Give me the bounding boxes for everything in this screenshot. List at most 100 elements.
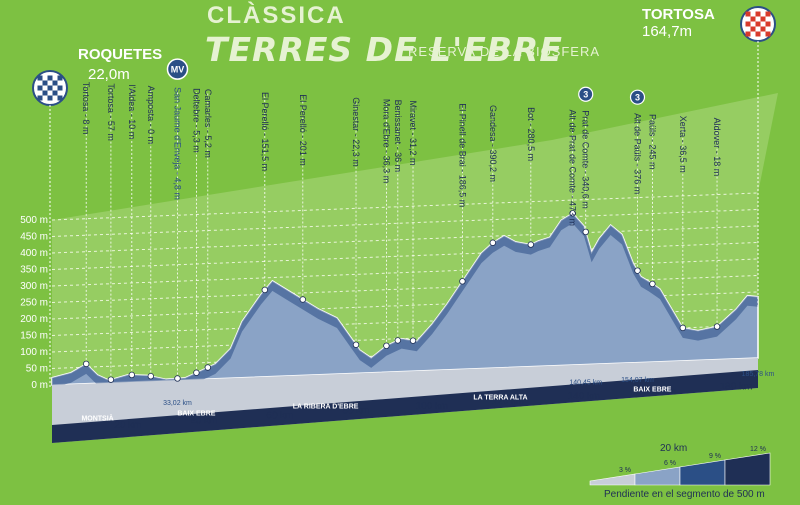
y-tick-label: 250 m (20, 298, 48, 309)
base-shadow (52, 370, 758, 443)
checker-cell (37, 75, 43, 81)
waypoint-dot (107, 376, 115, 383)
region-label: LA TERRA ALTA (473, 394, 527, 401)
waypoint-label: Miravet - 31,2 m (408, 100, 418, 165)
grid-line (51, 357, 759, 386)
waypoint-dot (489, 239, 497, 246)
event-subtitle: TERRES DE L'EBRE (205, 30, 563, 69)
waypoint-dot (83, 360, 90, 368)
km-marker-label: 154,07 km (621, 377, 654, 384)
checker-cell (760, 16, 766, 22)
waypoint-dot (634, 267, 641, 274)
waypoint-dot (569, 210, 576, 217)
legend-grade-swatch (724, 452, 771, 486)
waypoint-dot (409, 337, 417, 344)
checker-cell (765, 31, 771, 37)
finish-town: TORTOSA (642, 6, 715, 23)
legend-distance: 20 km (660, 443, 688, 454)
y-tick-label: 450 m (20, 232, 48, 243)
mv-icon (166, 58, 189, 80)
climb-category-icon (578, 86, 594, 102)
checker-cell (760, 26, 766, 32)
waypoint-label: Paüls - 245 m (647, 114, 657, 170)
waypoint-label: El Pinell de Brai - 186,5 m (457, 103, 467, 207)
checker-cell (57, 75, 63, 81)
grid-line (51, 291, 759, 320)
checker-cell (57, 95, 63, 101)
checker-cell (57, 85, 63, 91)
waypoint-dot (459, 278, 466, 285)
waypoint-label: Amposta - 0 m (146, 86, 156, 145)
waypoint-label: Camarles - 5,2 m (203, 89, 213, 158)
climb-category-icon (629, 89, 646, 105)
waypoint-label: Mora d'Ebre - 36,3 m (381, 99, 391, 183)
start-altitude: 22,0m (88, 66, 130, 83)
region-label: MONTSIÀ (81, 414, 113, 423)
waypoint-label: Benissanet - 36 m (393, 100, 403, 173)
legend-title: Pendiente en el segmento de 500 m (604, 489, 765, 500)
region-label: BAIX EBRE (633, 387, 671, 394)
region-label: LA RIBERA D'EBRE (293, 404, 359, 411)
y-tick-label: 400 m (20, 248, 48, 259)
start-town: ROQUETES (78, 46, 163, 63)
waypoint-label: Gandesa - 390,2 m (488, 105, 498, 182)
y-tick-label: 200 m (20, 314, 48, 325)
waypoint-label: San Jaume d'Enveja - 4,8 m (172, 87, 182, 200)
grid-panel (52, 93, 778, 385)
legend-grade-label: 12 % (750, 446, 766, 453)
waypoint-dot (582, 228, 589, 236)
waypoint-dot (204, 364, 212, 371)
y-tick-label: 0 m (31, 380, 48, 391)
x-tick-label: 140 km (568, 391, 601, 402)
legend-grade-label: 3 % (619, 467, 631, 474)
waypoint-label: Alt de Prat de Comte - 473 m (568, 109, 578, 226)
grid-line (51, 275, 759, 303)
checker-cell (755, 21, 761, 27)
x-tick-label: 20 km (114, 420, 141, 431)
legend-grade-label: 6 % (664, 460, 676, 467)
region-label: BAIX EBRE (177, 410, 215, 417)
waypoint-label: Xerta - 36,5 m (678, 116, 688, 173)
grid-line (51, 242, 759, 270)
legend-grade-swatch (634, 466, 681, 486)
waypoint-label: Bot - 280,5 m (526, 107, 536, 161)
finish-flag-icon-checker (745, 11, 771, 37)
checker-cell (745, 21, 751, 27)
waypoint-dot (147, 373, 155, 380)
climb-category-label: 3 (583, 90, 588, 100)
checker-cell (37, 85, 43, 91)
legend-grade-swatch (679, 459, 726, 486)
checker-cell (750, 26, 756, 32)
checker-cell (47, 95, 53, 101)
checker-cell (765, 11, 771, 17)
waypoint-dot (679, 324, 687, 332)
waypoint-label: El Perelló - 201 m (298, 94, 308, 166)
y-tick-label: 500 m (20, 215, 48, 226)
legend-grade-swatch (589, 473, 636, 486)
y-tick-label: 150 m (20, 331, 48, 342)
waypoint-dot (713, 323, 721, 330)
checker-cell (37, 95, 43, 101)
y-tick-label: 350 m (20, 265, 48, 276)
waypoint-label: Ginestar - 22,3 m (351, 97, 361, 167)
grid-line (51, 225, 759, 254)
waypoint-label: l'Aldea - 10 m (127, 85, 137, 140)
waypoint-dot (649, 280, 656, 288)
checker-cell (52, 80, 58, 86)
grid-line (51, 192, 759, 221)
legend-grade-label: 9 % (709, 453, 721, 460)
waypoint-dot (193, 369, 200, 376)
x-tick-label: 120 km (492, 396, 525, 407)
waypoint-label: Aldover - 18 m (712, 118, 722, 177)
waypoint-label: Alt de Paüls - 376 m (632, 113, 642, 194)
waypoint-label: Tortosa - 8 m (81, 82, 91, 135)
checker-cell (750, 16, 756, 22)
checker-cell (755, 11, 761, 17)
y-tick-label: 100 m (20, 347, 48, 358)
y-tick-label: 50 m (26, 364, 48, 375)
elevation-ridge (52, 213, 758, 391)
waypoint-dot (352, 341, 360, 348)
waypoint-dot (174, 375, 181, 382)
checker-cell (42, 90, 48, 96)
